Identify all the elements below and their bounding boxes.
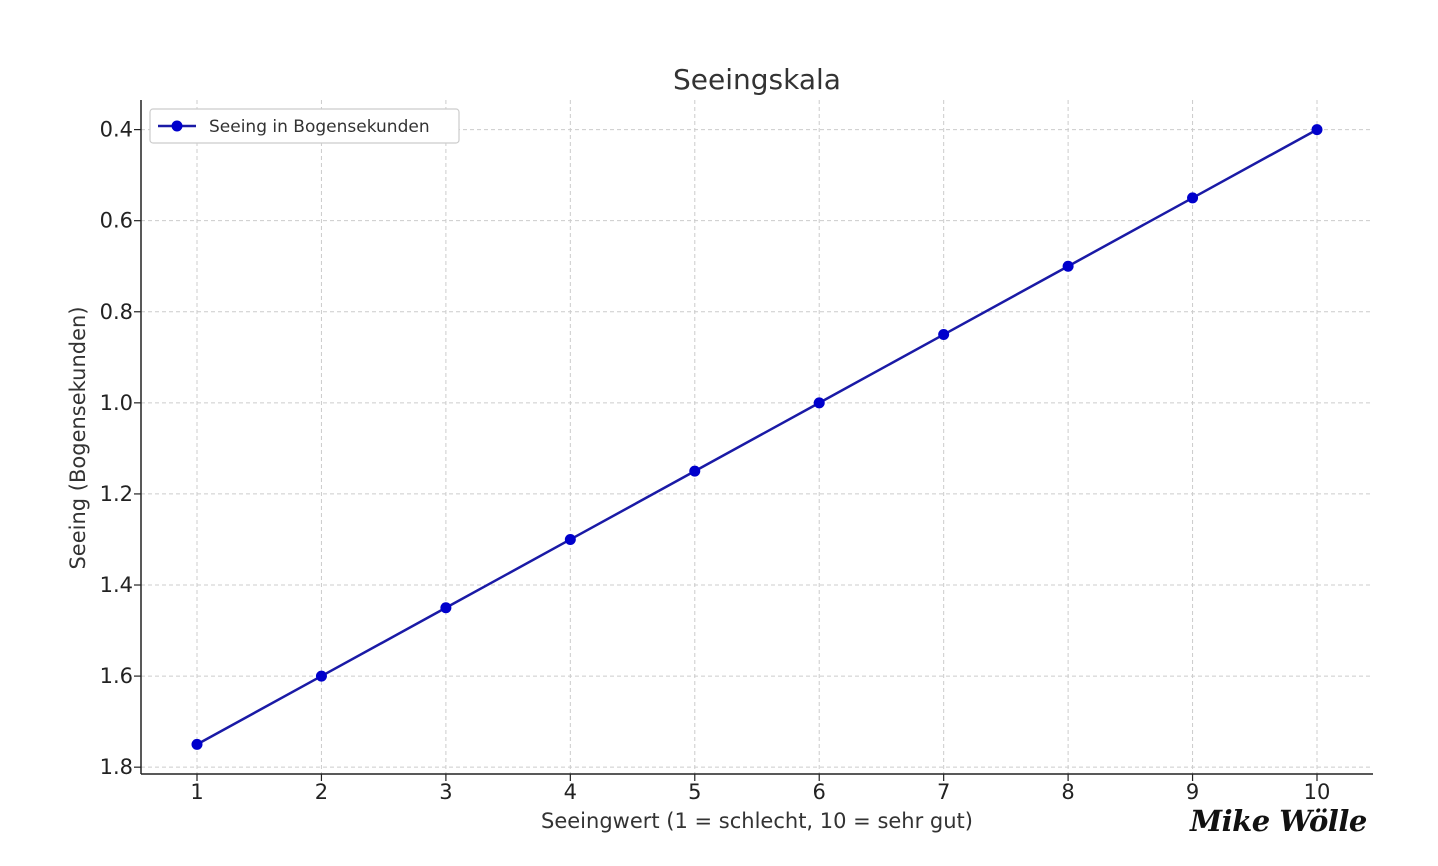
y-tick-label: 0.4 — [100, 118, 133, 142]
y-tick-label: 1.8 — [100, 755, 133, 779]
x-tick-labels: 1 2 3 4 5 6 7 8 9 10 — [190, 780, 1330, 804]
signature: Mike Wölle — [1190, 804, 1367, 838]
axes — [134, 100, 1373, 781]
x-tick-label: 5 — [688, 780, 701, 804]
y-tick-label: 1.2 — [100, 482, 133, 506]
legend-box — [149, 108, 460, 144]
legend-label: Seeing in Bogensekunden — [209, 117, 430, 137]
y-tick-label: 1.4 — [100, 573, 133, 597]
data-point — [689, 465, 701, 477]
legend-marker — [171, 120, 183, 132]
x-tick-label: 4 — [564, 780, 577, 804]
data-point — [813, 397, 825, 409]
data-point — [315, 670, 327, 682]
y-tick-label: 1.0 — [100, 391, 133, 415]
legend: Seeing in Bogensekunden — [149, 108, 460, 144]
x-tick-label: 3 — [439, 780, 452, 804]
x-tick-label: 1 — [190, 780, 203, 804]
data-point — [938, 329, 950, 341]
y-tick-label: 0.6 — [100, 209, 133, 233]
data-point — [564, 533, 576, 545]
y-tick-label: 1.6 — [100, 664, 133, 688]
y-tick-labels: 0.4 0.6 0.8 1.0 1.2 1.4 1.6 1.8 — [100, 118, 133, 780]
data-point — [191, 738, 203, 750]
y-axis-label: Seeing (Bogensekunden) — [66, 306, 90, 569]
series-line — [196, 128, 1318, 746]
x-axis-label: Seeingwert (1 = schlecht, 10 = sehr gut) — [541, 809, 973, 833]
data-point — [1311, 124, 1323, 136]
data-point — [1062, 260, 1074, 272]
y-tick-label: 0.8 — [100, 300, 133, 324]
chart-title: Seeingskala — [673, 63, 841, 96]
x-tick-label: 8 — [1061, 780, 1074, 804]
x-tick-label: 9 — [1186, 780, 1199, 804]
x-tick-label: 2 — [315, 780, 328, 804]
data-point — [1187, 192, 1199, 204]
x-tick-label: 6 — [813, 780, 826, 804]
series-layer — [191, 124, 1323, 750]
data-point — [440, 602, 452, 614]
x-tick-label: 10 — [1304, 780, 1331, 804]
x-tick-label: 7 — [937, 780, 950, 804]
